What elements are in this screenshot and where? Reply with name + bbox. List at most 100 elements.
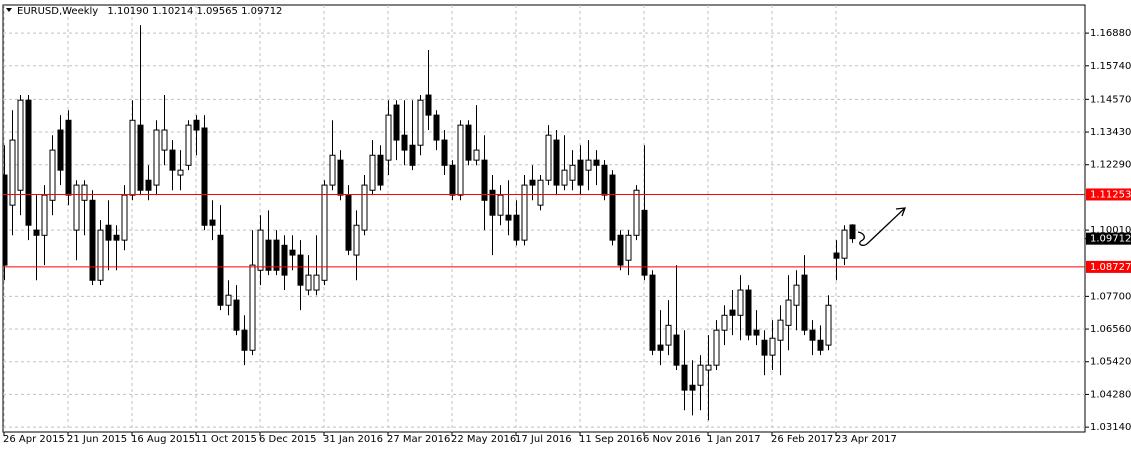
candle-body xyxy=(673,334,680,366)
candle-body xyxy=(657,344,664,351)
candle-body xyxy=(545,134,552,181)
candle-body xyxy=(177,169,184,176)
candle-body xyxy=(201,127,208,226)
candle-body xyxy=(769,337,776,356)
candle-body xyxy=(745,289,752,336)
candle-body xyxy=(473,149,480,161)
candle-body xyxy=(33,229,40,236)
candle-body xyxy=(297,254,304,286)
candle-body xyxy=(553,139,560,186)
candle-body xyxy=(121,194,128,241)
candle-body xyxy=(609,174,616,241)
candle-body xyxy=(793,284,800,306)
candle-body xyxy=(697,364,704,386)
symbol-menu-icon[interactable] xyxy=(6,8,12,12)
candle-body xyxy=(17,99,24,191)
candle-body xyxy=(401,134,408,151)
candle-body xyxy=(561,169,568,186)
candle-body xyxy=(129,119,136,196)
candle-body xyxy=(521,184,528,241)
candle-body xyxy=(641,209,648,276)
candle-body xyxy=(833,252,840,259)
x-tick-label: 6 Dec 2015 xyxy=(259,434,317,445)
candles xyxy=(3,25,856,421)
candle-body xyxy=(433,114,440,141)
candle-body xyxy=(577,159,584,186)
candle-body xyxy=(801,274,808,331)
x-tick-label: 22 May 2016 xyxy=(451,434,516,445)
x-tick-label: 27 Mar 2016 xyxy=(387,434,450,445)
candle-body xyxy=(161,129,168,151)
x-tick-label: 1 Jan 2017 xyxy=(707,434,761,445)
candle-body xyxy=(137,124,144,191)
candle-body xyxy=(537,179,544,206)
candle-body xyxy=(489,189,496,216)
x-tick-label: 23 Apr 2017 xyxy=(835,434,897,445)
candle-body xyxy=(705,364,712,371)
candle-body xyxy=(233,299,240,331)
candle-body xyxy=(649,274,656,351)
x-tick-label: 16 Aug 2015 xyxy=(131,434,195,445)
candle-body xyxy=(97,229,104,281)
x-tick-label: 31 Jan 2016 xyxy=(323,434,383,445)
candle-body xyxy=(249,264,256,351)
candle-body xyxy=(825,304,832,346)
candle-body xyxy=(625,234,632,261)
close-label: 1.09712 xyxy=(241,6,282,17)
candle-body xyxy=(145,179,152,191)
candle-body xyxy=(225,294,232,306)
candle-body xyxy=(729,309,736,316)
candle-body xyxy=(265,239,272,271)
candle-body xyxy=(481,159,488,201)
x-tick-label: 26 Feb 2017 xyxy=(771,434,833,445)
candle-body xyxy=(353,224,360,256)
y-tick-label: 1.05420 xyxy=(1090,357,1131,368)
chart-header: EURUSD,Weekly 1.10190 1.10214 1.09565 1.… xyxy=(17,6,282,17)
plot-frame xyxy=(2,4,1086,433)
open-label: 1.10190 xyxy=(107,6,148,17)
candle-body xyxy=(49,149,56,201)
candle-body xyxy=(681,364,688,391)
candle-body xyxy=(441,139,448,166)
candle-body xyxy=(241,329,248,351)
y-tick-label: 1.15740 xyxy=(1090,61,1131,72)
level-label: 1.11253 xyxy=(1090,189,1131,200)
candle-body xyxy=(457,124,464,196)
level-label: 1.08727 xyxy=(1090,262,1131,273)
x-tick-label: 17 Jul 2016 xyxy=(515,434,572,445)
candle-body xyxy=(345,194,352,251)
x-tick-label: 6 Nov 2016 xyxy=(643,434,701,445)
candle-body xyxy=(377,154,384,186)
last-price-label: 1.09712 xyxy=(1090,234,1131,245)
candle-body xyxy=(73,184,80,231)
x-tick-label: 11 Sep 2016 xyxy=(579,434,642,445)
y-tick-label: 1.14570 xyxy=(1090,94,1131,105)
candle-body xyxy=(41,194,48,236)
candle-body xyxy=(3,174,8,266)
y-tick-label: 1.12290 xyxy=(1090,160,1131,171)
candle-body xyxy=(785,299,792,326)
candle-body xyxy=(601,164,608,196)
candle-body xyxy=(25,99,32,226)
candle-body xyxy=(593,159,600,166)
candle-body xyxy=(257,229,264,271)
drawn-arrow-head xyxy=(895,207,906,217)
candle-body xyxy=(217,234,224,306)
grid xyxy=(3,5,1085,432)
y-tick-label: 1.16880 xyxy=(1090,28,1131,39)
candle-body xyxy=(273,239,280,271)
candle-body xyxy=(665,324,672,346)
candle-body xyxy=(425,94,432,116)
x-tick-label: 21 Jun 2015 xyxy=(67,434,127,445)
high-label: 1.10214 xyxy=(152,6,193,17)
candle-body xyxy=(337,159,344,196)
y-tick-label: 1.07700 xyxy=(1090,291,1131,302)
low-label: 1.09565 xyxy=(197,6,238,17)
level-label-box xyxy=(1086,260,1131,273)
x-tick-label: 11 Oct 2015 xyxy=(195,434,257,445)
candle-body xyxy=(385,114,392,161)
candle-body xyxy=(809,329,816,341)
candle-body xyxy=(761,339,768,356)
candle-body xyxy=(569,164,576,181)
